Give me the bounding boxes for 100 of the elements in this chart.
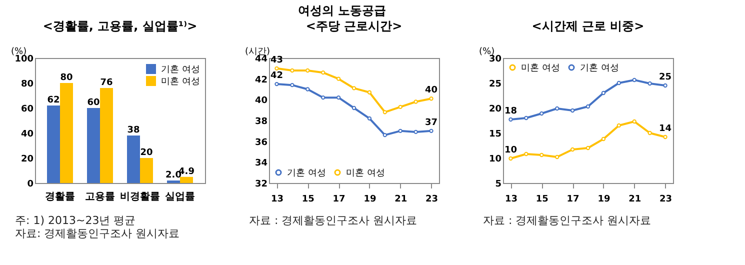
point: [540, 111, 544, 116]
bar: [87, 108, 100, 183]
point: [398, 128, 402, 133]
y-tick-label: 60: [20, 104, 34, 114]
point: [524, 152, 528, 156]
bar: [100, 88, 113, 183]
x-tick-label: 23: [660, 194, 672, 204]
data-label: 43: [270, 55, 283, 66]
data-label: 2.0: [166, 170, 182, 180]
point: [321, 70, 326, 75]
text: 자료: 경제활동인구조사 원시자료: [15, 227, 180, 240]
point: [601, 136, 606, 142]
y-tick-label: 15: [488, 130, 502, 140]
legend-label: 미혼 여성: [521, 64, 560, 74]
data-label: 42: [270, 71, 283, 82]
point: [508, 117, 513, 122]
chart-title: <주당 근로시간>: [306, 19, 402, 33]
bar: [140, 158, 153, 183]
point: [321, 96, 326, 100]
point: [601, 90, 606, 96]
text: 자료 : 경제활동인구조사 원시자료: [483, 214, 652, 227]
chart-title: <경활률, 고용률, 실업률¹⁾>: [42, 19, 198, 33]
point: [382, 133, 387, 138]
data-label: 10: [504, 146, 517, 156]
text: 자료 : 경제활동인구조사 원시자료: [249, 214, 418, 227]
data-label: 37: [425, 118, 438, 128]
y-tick-label: 100: [14, 54, 34, 64]
point: [306, 87, 310, 92]
legend-label: 기혼 여성: [287, 168, 326, 178]
x-tick-label: 고용률: [85, 192, 115, 202]
point: [429, 96, 434, 101]
point: [586, 146, 590, 150]
y-tick-label: 36: [254, 138, 268, 148]
data-label: 14: [659, 124, 672, 134]
x-tick-label: 실업률: [165, 192, 195, 202]
bar: [127, 136, 140, 183]
point: [290, 68, 294, 73]
point: [524, 116, 528, 120]
y-tick-label: 34: [254, 158, 268, 169]
x-tick-label: 17: [332, 194, 346, 204]
data-label: 76: [100, 78, 113, 88]
y-axis-title: (%): [479, 47, 495, 57]
y-tick-label: 44: [254, 54, 268, 64]
y-tick-label: 32: [254, 180, 268, 190]
point: [274, 66, 279, 70]
y-tick-label: 80: [20, 80, 34, 90]
x-tick-label: 15: [302, 194, 314, 204]
y-tick-label: 20: [20, 154, 34, 164]
y-tick-label: 5: [495, 180, 502, 190]
point: [398, 104, 402, 110]
y-axis-title: (%): [11, 47, 27, 57]
x-tick-label: 경활률: [45, 192, 75, 202]
point: [648, 81, 652, 86]
point: [429, 128, 434, 133]
x-tick-label: 19: [364, 194, 376, 204]
data-label: 60: [87, 98, 100, 108]
point: [352, 106, 356, 110]
data-label: 25: [659, 72, 672, 82]
y-tick-label: 42: [254, 75, 268, 86]
point: [555, 106, 560, 111]
point: [586, 104, 590, 109]
x-tick-label: 비경활률: [120, 192, 160, 202]
text: 주: 1) 2013~23년 평균: [15, 214, 136, 227]
x-tick-label: 13: [504, 194, 518, 204]
point: [570, 108, 575, 113]
legend-label: 기혼 여성: [161, 65, 200, 75]
point: [616, 123, 621, 128]
x-tick-label: 17: [566, 194, 580, 204]
y-tick-label: 20: [488, 104, 502, 114]
x-tick-label: 21: [628, 194, 642, 204]
data-label: 20: [140, 148, 153, 158]
bar: [180, 176, 193, 183]
point: [367, 116, 372, 120]
legend-label: 미혼 여성: [346, 168, 385, 178]
y-tick-label: 40: [20, 130, 34, 140]
point: [414, 130, 418, 134]
x-tick-label: 23: [426, 194, 438, 204]
point: [648, 130, 652, 136]
bar: [60, 83, 73, 183]
x-tick-label: 21: [394, 194, 408, 204]
y-tick-label: 30: [488, 54, 502, 64]
y-tick-label: 40: [254, 96, 268, 106]
point: [367, 90, 372, 94]
x-tick-label: 13: [270, 194, 284, 204]
point: [414, 100, 418, 104]
point: [555, 154, 560, 160]
x-tick-label: 19: [598, 194, 610, 204]
point: [632, 119, 636, 124]
y-tick-label: 0: [27, 180, 34, 190]
point: [632, 78, 636, 82]
point: [336, 96, 341, 100]
point: [616, 80, 621, 86]
point: [540, 152, 544, 158]
y-axis-title: (시간): [245, 47, 270, 57]
point: [274, 82, 279, 86]
legend-label: 기혼 여성: [580, 64, 619, 74]
y-tick-label: 38: [254, 117, 268, 127]
data-label: 38: [127, 126, 140, 136]
point: [336, 76, 341, 81]
point: [663, 83, 668, 88]
